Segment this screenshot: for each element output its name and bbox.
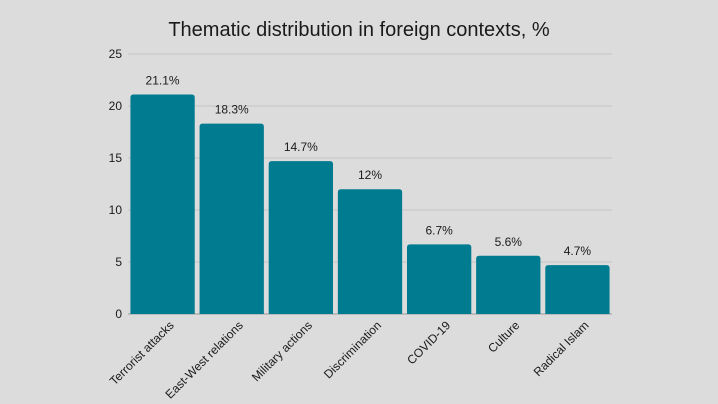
chart-title: Thematic distribution in foreign context…: [168, 19, 550, 41]
bars: [130, 94, 610, 315]
bar-covid-19: [406, 244, 472, 314]
bar-east-west-relations: [199, 123, 264, 315]
data-label: 14.7%: [284, 140, 318, 154]
bar-discrimination: [337, 189, 403, 314]
data-label: 6.7%: [425, 223, 453, 237]
y-tick-label: 10: [109, 203, 123, 217]
y-tick-label: 5: [115, 255, 122, 269]
y-tick-label: 15: [109, 151, 123, 165]
x-category-label: East-West relations: [163, 318, 246, 401]
data-label: 21.1%: [146, 74, 180, 88]
data-label: 5.6%: [495, 235, 523, 249]
x-category-label: Culture: [485, 318, 522, 355]
bar-culture: [476, 255, 541, 314]
x-category-label: Discrimination: [321, 318, 384, 381]
y-axis-ticks: 0 5 10 15 20 25: [109, 47, 123, 321]
y-tick-label: 0: [115, 307, 122, 321]
data-label: 18.3%: [215, 103, 249, 117]
bar-military-actions: [268, 161, 334, 314]
y-tick-label: 20: [109, 99, 123, 113]
x-category-label: COVID-19: [404, 318, 453, 367]
bar-terrorist-attacks: [130, 94, 195, 314]
bar-radical-islam: [545, 265, 610, 314]
data-label: 12%: [358, 168, 382, 182]
data-labels: 21.1% 18.3% 14.7% 12% 6.7% 5.6% 4.7%: [146, 74, 592, 259]
x-category-label: Terrorist attacks: [107, 318, 177, 388]
y-tick-label: 25: [109, 47, 123, 61]
x-category-label: Military actions: [249, 318, 315, 384]
x-category-label: Radical Islam: [531, 318, 592, 379]
data-label: 4.7%: [564, 244, 592, 258]
